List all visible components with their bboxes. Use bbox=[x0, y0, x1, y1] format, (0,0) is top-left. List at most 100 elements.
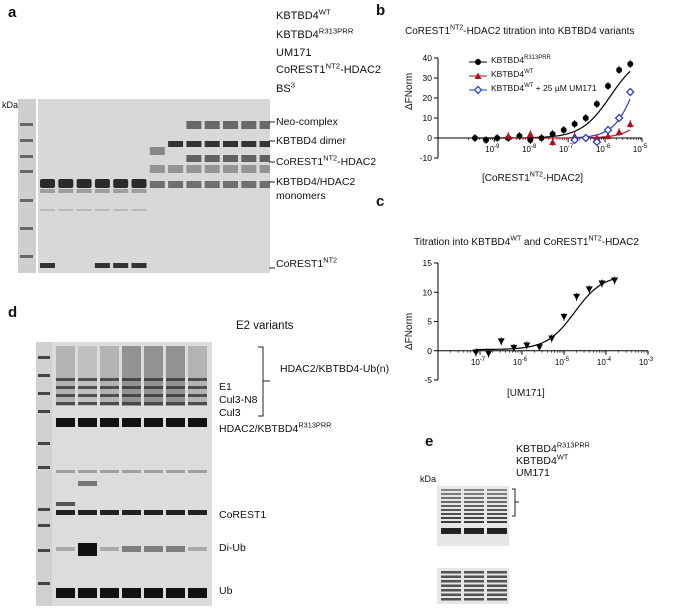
panel-c-point bbox=[573, 293, 581, 301]
panel-a-band-label: KBTBD4/HDAC2 bbox=[276, 176, 356, 188]
panel-c-ytick: -5 bbox=[424, 375, 432, 385]
panel-b-point bbox=[616, 67, 623, 73]
panel-c-xtick: 10-6 bbox=[513, 357, 528, 367]
panel-c-ytick: 15 bbox=[423, 258, 433, 268]
panel-a-label: a bbox=[8, 4, 17, 21]
panel-b-xlabel: [CoREST1NT2-HDAC2] bbox=[482, 171, 584, 184]
panel-a-band-label: monomers bbox=[276, 190, 326, 202]
panel-d-band-label: Di-Ub bbox=[219, 542, 246, 554]
panel-a-band-label: Neo-complex bbox=[276, 116, 338, 128]
panel-b-xtick: 10-7 bbox=[559, 144, 574, 154]
panel-b-ytick: 10 bbox=[423, 113, 433, 123]
panel-c-point bbox=[548, 335, 556, 342]
panel-c-xtick: 10-4 bbox=[597, 357, 612, 367]
panel-c-label: c bbox=[376, 193, 385, 210]
panel-d-gel bbox=[36, 342, 212, 606]
panel-e-condition-label: KBTBD4WT bbox=[516, 452, 569, 467]
panel-b-point bbox=[603, 125, 613, 135]
panel-d-band-label: HDAC2/KBTBD4R313PRR bbox=[219, 420, 332, 435]
panel-c-point bbox=[472, 349, 480, 357]
panel-a-gel bbox=[18, 99, 270, 273]
panel-b-ytick: 30 bbox=[423, 73, 433, 83]
panel-b-point bbox=[592, 137, 602, 147]
panel-c-title: Titration into KBTBD4WT and CoREST1NT2-H… bbox=[414, 235, 639, 248]
panel-b-point bbox=[615, 128, 623, 135]
panel-a-band-label: CoREST1NT2 bbox=[276, 255, 338, 270]
panel-c-point bbox=[560, 313, 568, 321]
panel-a-band-label: KBTBD4 dimer bbox=[276, 135, 347, 147]
panel-d-band-label: Cul3 bbox=[219, 407, 241, 419]
panel-c-point bbox=[497, 338, 505, 345]
panel-c-point bbox=[523, 342, 531, 349]
panel-b-point bbox=[549, 131, 556, 137]
panel-b-xtick: 10-5 bbox=[633, 144, 648, 154]
panel-a-condition-label: KBTBD4WT bbox=[276, 7, 331, 22]
panel-a-condition-label: CoREST1NT2-HDAC2 bbox=[276, 61, 382, 76]
panel-b-legend-label: KBTBD4R313PRR bbox=[491, 55, 551, 65]
panel-b-point bbox=[560, 127, 567, 133]
panel-c-point bbox=[611, 277, 619, 285]
panel-b-point bbox=[526, 130, 534, 137]
panel-e-label: e bbox=[425, 433, 434, 450]
panel-c-ytick: 0 bbox=[427, 346, 432, 356]
panel-b-ytick: 0 bbox=[427, 133, 432, 143]
panel-c-point bbox=[585, 286, 593, 293]
panel-b-xtick: 10-6 bbox=[596, 144, 611, 154]
panel-b-legend-symbol bbox=[473, 85, 483, 95]
panel-b-point bbox=[627, 61, 634, 67]
panel-a-condition-label: KBTBD4R313PRR bbox=[276, 26, 354, 41]
panel-a-ticks bbox=[269, 121, 275, 269]
panel-b-point bbox=[527, 137, 534, 143]
panel-b-chart: -10 0 10 20 30 40 10-9 10-8 10-7 10-6 10-5 bbox=[420, 53, 648, 163]
panel-d-gel-image bbox=[36, 342, 207, 606]
panel-e-blot-bottom-image bbox=[441, 571, 507, 601]
panel-e-blot-bottom bbox=[437, 568, 509, 604]
panel-c-point bbox=[598, 280, 606, 287]
panel-c-ytick: 10 bbox=[423, 287, 433, 297]
panel-b-point bbox=[581, 133, 591, 143]
panel-b-legend-marker bbox=[469, 59, 487, 65]
panel-b-ytick: 20 bbox=[423, 93, 433, 103]
panel-b-legend-symbol bbox=[475, 59, 481, 65]
panel-b-point bbox=[471, 135, 478, 141]
panel-d-band-label: Cul3-N8 bbox=[219, 394, 258, 406]
panel-b-point bbox=[571, 121, 578, 127]
panel-b-ytick: 40 bbox=[423, 53, 433, 63]
panel-b-legend-marker bbox=[469, 72, 487, 79]
panel-b-legend-label: KBTBD4WT + 25 µM UM171 bbox=[491, 83, 597, 93]
panel-c-point bbox=[535, 344, 543, 351]
panel-b-point bbox=[549, 138, 557, 145]
panel-b-fit-curve bbox=[508, 129, 631, 139]
panel-b-point bbox=[593, 101, 600, 107]
panel-e-blot-top-image bbox=[441, 489, 507, 534]
panel-d-band-label: Ub bbox=[219, 585, 233, 597]
panel-b-point bbox=[614, 113, 624, 123]
panel-a-band-label: CoREST1NT2-HDAC2 bbox=[276, 153, 377, 168]
panel-c-ytick: 5 bbox=[427, 317, 432, 327]
panel-e-kda-title: kDa bbox=[420, 474, 437, 484]
panel-b-xtick: 10-9 bbox=[485, 144, 500, 154]
panel-c-point bbox=[510, 344, 518, 352]
panel-b-title: CoREST1NT2-HDAC2 titration into KBTBD4 v… bbox=[405, 24, 635, 37]
panel-b-point bbox=[626, 120, 634, 127]
panel-d-label: d bbox=[8, 304, 18, 321]
panel-b-point bbox=[625, 87, 635, 97]
panel-b-legend-label: KBTBD4WT bbox=[491, 69, 534, 79]
panel-c-xtick: 10-7 bbox=[471, 357, 486, 367]
panel-e-condition-label: KBTBD4R313PRR bbox=[516, 440, 590, 455]
panel-c-fit-curve bbox=[475, 278, 615, 351]
panel-b-point bbox=[494, 135, 501, 141]
panel-e-bracket bbox=[512, 488, 519, 517]
panel-b-legend-symbol bbox=[474, 72, 482, 79]
panel-b-label: b bbox=[376, 2, 386, 19]
panel-b-point bbox=[516, 133, 523, 139]
panel-a-condition-label: UM171 bbox=[276, 47, 312, 59]
panel-c-xtick: 10-3 bbox=[639, 357, 654, 367]
panel-a-kda-title: kDa bbox=[2, 100, 19, 110]
panel-b-ytick: -10 bbox=[420, 153, 433, 163]
panel-b-point bbox=[604, 83, 611, 89]
panel-b-point bbox=[504, 132, 512, 139]
panel-e-condition-label: UM171 bbox=[516, 467, 550, 479]
panel-b-point bbox=[604, 132, 612, 139]
panel-d-ub-bracket bbox=[258, 346, 270, 417]
